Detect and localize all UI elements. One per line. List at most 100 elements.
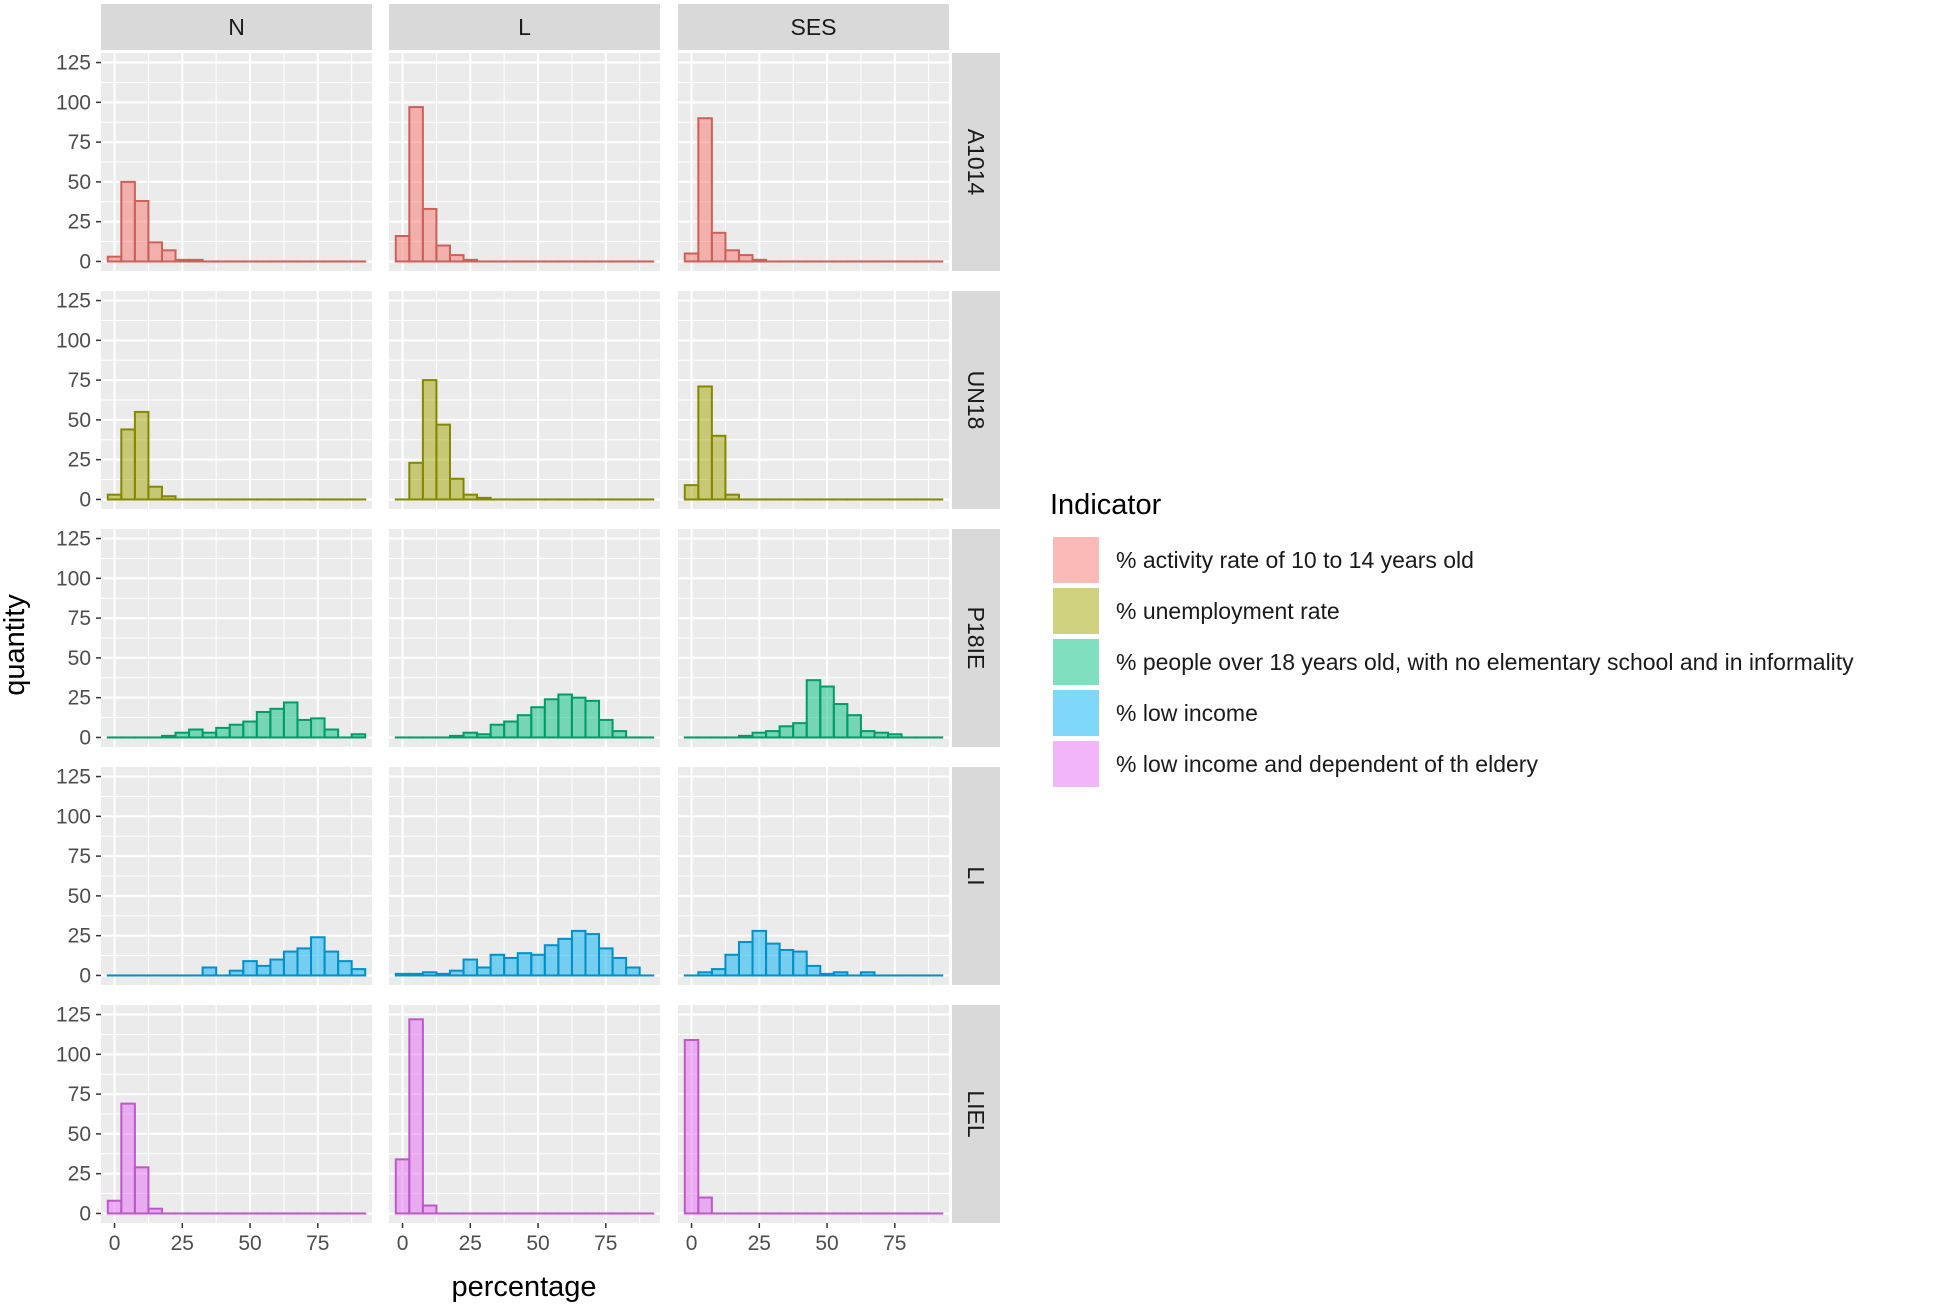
- legend-label: % people over 18 years old, with no elem…: [1116, 649, 1854, 675]
- row-strip-li: LI: [952, 767, 1000, 985]
- x-axis-ses: 0 25 50 75: [686, 1223, 906, 1255]
- x-tick-label: 0: [109, 1232, 121, 1255]
- column-strip-label: N: [228, 14, 245, 40]
- histogram-bar: [792, 950, 808, 977]
- y-tick-label: 0: [79, 964, 91, 987]
- histogram-bar: [462, 493, 479, 501]
- histogram-bar: [421, 1204, 438, 1215]
- histogram-bar: [503, 720, 519, 739]
- histogram-bar: [724, 249, 740, 263]
- y-tick-label: 0: [79, 1202, 91, 1225]
- histogram-bar: [887, 733, 903, 739]
- histogram-bar: [697, 385, 713, 501]
- y-tick-label: 50: [68, 171, 91, 194]
- legend-label: % low income: [1116, 700, 1258, 726]
- histogram-bar: [598, 718, 614, 739]
- row-strip-background: [952, 53, 1000, 271]
- panel-liel-n: [101, 1005, 372, 1223]
- row-strip-label: P18IE: [963, 607, 989, 670]
- x-tick-label: 25: [459, 1232, 482, 1255]
- histogram-bar: [598, 947, 614, 977]
- axes: 0255075100125025507510012502550751001250…: [56, 52, 907, 1255]
- legend-key: [1053, 537, 1099, 583]
- histogram-bar: [310, 717, 326, 739]
- histogram-bar: [530, 706, 546, 739]
- histogram-bar: [543, 698, 560, 739]
- histogram-bar: [625, 966, 641, 977]
- legend-item: % activity rate of 10 to 14 years old: [1053, 537, 1474, 583]
- histogram-bar: [859, 971, 876, 977]
- y-tick-label: 25: [68, 1163, 91, 1186]
- histogram-bar: [611, 730, 628, 739]
- histogram-bar: [516, 952, 533, 977]
- histogram-bar: [737, 254, 754, 263]
- histogram-bar: [859, 730, 876, 739]
- column-strip-background: [389, 4, 660, 50]
- histogram-bar: [133, 199, 150, 263]
- y-tick-label: 25: [68, 211, 91, 234]
- column-strip-label: SES: [790, 14, 836, 40]
- panel-un18-l: [389, 291, 660, 509]
- panel-liel-ses: [678, 1005, 949, 1223]
- histogram-bar: [530, 953, 546, 977]
- histogram-bar: [160, 734, 177, 739]
- panel-a1014-ses: [678, 53, 949, 271]
- panel-p18ie-ses: [678, 529, 949, 747]
- row-strip-label: LI: [963, 866, 989, 885]
- y-tick-label: 75: [68, 1083, 91, 1106]
- histogram-bar: [710, 231, 727, 263]
- y-tick-label: 125: [56, 1004, 91, 1027]
- histogram-bar: [106, 1199, 123, 1215]
- histogram-bar: [697, 1196, 713, 1215]
- histogram-bar: [133, 1166, 150, 1215]
- histogram-bar: [408, 106, 424, 263]
- histogram-bar: [778, 725, 795, 739]
- histogram-bar: [448, 254, 465, 263]
- histogram-bar: [228, 723, 245, 739]
- histogram-bar: [611, 956, 628, 977]
- row-strip-background: [952, 1005, 1000, 1223]
- legend-label: % unemployment rate: [1116, 598, 1340, 624]
- row-strip-liel: LIEL: [952, 1005, 1000, 1223]
- histogram-bar: [147, 485, 163, 501]
- histogram-bar: [421, 379, 438, 501]
- y-tick-label: 50: [68, 409, 91, 432]
- histogram-bar: [805, 964, 822, 977]
- histogram-bar: [337, 960, 353, 977]
- row-strip-label: A1014: [963, 129, 989, 196]
- histogram-bar: [737, 734, 754, 739]
- histogram-bar: [697, 971, 713, 977]
- row-strip-background: [952, 529, 1000, 747]
- histogram-bar: [516, 714, 533, 739]
- histogram-bar: [503, 956, 519, 977]
- histogram-bar: [765, 730, 781, 739]
- legend: Indicator % activity rate of 10 to 14 ye…: [1050, 489, 1854, 787]
- panel-p18ie-l: [389, 529, 660, 747]
- panel-a1014-n: [101, 53, 372, 271]
- histogram-bar: [489, 723, 506, 739]
- histogram-bar: [323, 728, 340, 739]
- panel-liel-l: [389, 1005, 660, 1223]
- x-tick-label: 75: [594, 1232, 617, 1255]
- histogram-bar: [557, 693, 573, 739]
- x-tick-label: 25: [748, 1232, 771, 1255]
- histogram-bar: [242, 960, 258, 977]
- histogram-bar: [296, 718, 313, 739]
- facet-panels: N L SES A1014 UN18 P18IE LI LIEL: [101, 4, 1000, 1223]
- histogram-bar: [710, 434, 727, 501]
- histogram-bar: [751, 258, 768, 263]
- histogram-bar: [188, 728, 204, 739]
- x-axis-title: percentage: [451, 1271, 596, 1303]
- histogram-bar: [269, 958, 285, 977]
- histogram-bar: [421, 971, 438, 977]
- y-tick-label: 0: [79, 488, 91, 511]
- histogram-bar: [819, 685, 835, 739]
- histogram-bar: [147, 1207, 163, 1215]
- histogram-bar: [462, 258, 479, 263]
- histogram-bar: [228, 969, 245, 977]
- histogram-bar: [310, 936, 326, 977]
- panel-li-n: [101, 767, 372, 985]
- column-strip-background: [101, 4, 372, 50]
- y-tick-label: 100: [56, 567, 91, 590]
- histogram-bar: [683, 252, 700, 263]
